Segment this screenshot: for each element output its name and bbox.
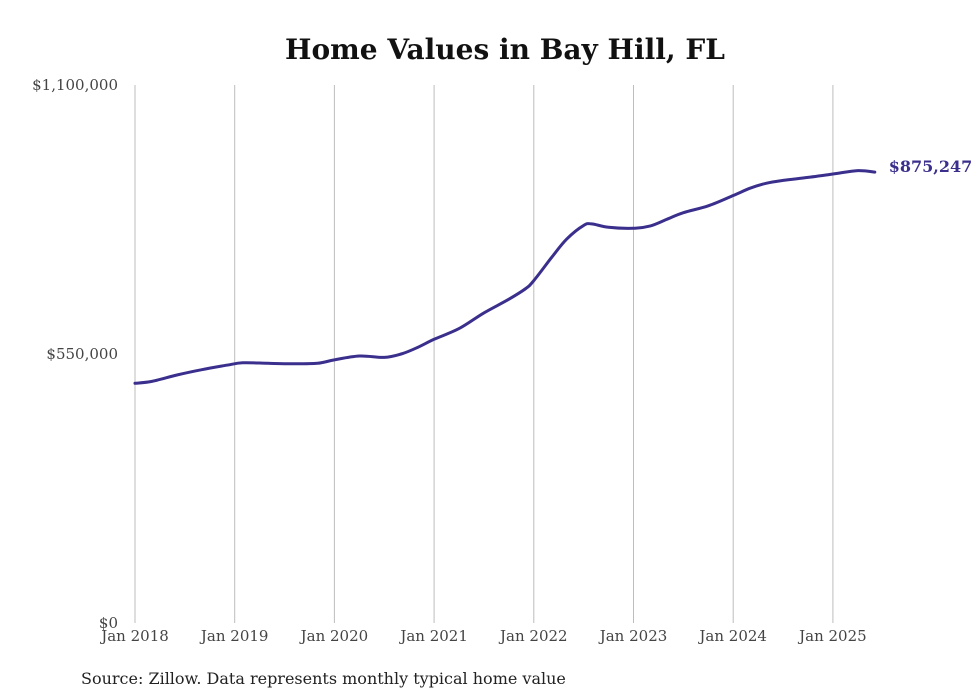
source-note: Source: Zillow. Data represents monthly … (81, 669, 566, 688)
latest-value-label: $875,247 (889, 157, 973, 176)
x-tick-label: Jan 2019 (199, 627, 269, 645)
x-tick-label: Jan 2022 (498, 627, 568, 645)
x-axis-ticks: Jan 2018 Jan 2019 Jan 2020 Jan 2021 Jan 2022… (99, 627, 866, 645)
x-tick-label: Jan 2018 (99, 627, 169, 645)
x-tick-label: Jan 2025 (797, 627, 867, 645)
y-tick-label: $550,000 (46, 345, 118, 363)
y-tick-label: $0 (99, 614, 118, 632)
x-tick-label: Jan 2021 (398, 627, 468, 645)
x-tick-label: Jan 2024 (697, 627, 767, 645)
y-tick-label: $1,100,000 (32, 76, 118, 94)
chart-title: Home Values in Bay Hill, FL (285, 33, 725, 66)
x-tick-label: Jan 2023 (598, 627, 668, 645)
grid-lines (134, 85, 834, 623)
y-axis-ticks: $0 $550,000 $1,100,000 (32, 76, 118, 632)
home-value-line (133, 169, 877, 385)
x-tick-label: Jan 2020 (299, 627, 369, 645)
